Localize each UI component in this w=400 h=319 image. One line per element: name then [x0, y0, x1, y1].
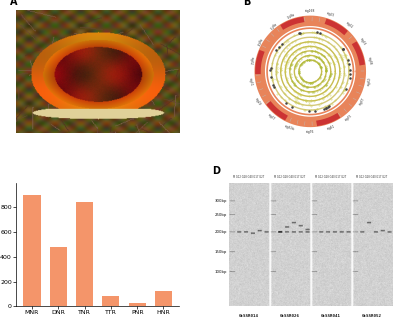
Text: GtSSR026: GtSSR026	[280, 314, 300, 318]
Text: ctg32: ctg32	[248, 56, 254, 65]
Text: 300bp: 300bp	[214, 199, 227, 203]
Text: ctg35: ctg35	[344, 113, 354, 122]
Bar	[50, 247, 67, 306]
Bar	[129, 302, 146, 306]
Text: M G12 G28 G40 G17 G27: M G12 G28 G40 G17 G27	[315, 175, 346, 179]
Text: M G12 G28 G40 G17 G27: M G12 G28 G40 G17 G27	[274, 175, 306, 179]
Text: 150bp: 150bp	[214, 250, 227, 254]
Text: ctg168: ctg168	[305, 9, 316, 13]
Text: 250bp: 250bp	[214, 213, 227, 217]
Text: ctg37: ctg37	[359, 97, 366, 106]
Text: B: B	[244, 0, 251, 7]
Text: ctg38: ctg38	[367, 56, 372, 65]
Bar	[102, 296, 120, 306]
Text: ctg31: ctg31	[248, 78, 254, 86]
Text: ctg25: ctg25	[326, 11, 336, 18]
Text: M G12 G28 G40 G17 G27: M G12 G28 G40 G17 G27	[356, 175, 387, 179]
Text: ctg60b: ctg60b	[284, 124, 295, 132]
Text: ctg34: ctg34	[254, 37, 262, 46]
Bar	[155, 292, 172, 306]
Text: M G12 G28 G40 G17 G27: M G12 G28 G40 G17 G27	[233, 175, 265, 179]
Text: GtSSR041: GtSSR041	[321, 314, 341, 318]
Text: GtSSR014: GtSSR014	[239, 314, 259, 318]
Text: ctg27: ctg27	[267, 113, 276, 122]
Bar	[24, 195, 40, 306]
Text: ctg41: ctg41	[326, 125, 336, 131]
Text: ctg29: ctg29	[254, 97, 262, 106]
Text: GtSSR052: GtSSR052	[362, 314, 382, 318]
Bar	[76, 203, 93, 306]
Text: ctg76: ctg76	[306, 130, 314, 134]
Text: ctg33: ctg33	[359, 37, 366, 46]
Text: 100bp: 100bp	[214, 270, 227, 274]
Text: ctg60: ctg60	[367, 77, 372, 86]
Text: A: A	[10, 0, 17, 7]
Text: ctg22: ctg22	[344, 21, 354, 29]
Text: 200bp: 200bp	[214, 230, 227, 234]
Text: ctg75: ctg75	[267, 21, 276, 29]
Text: D: D	[212, 167, 220, 176]
Text: ctg36: ctg36	[285, 11, 294, 18]
